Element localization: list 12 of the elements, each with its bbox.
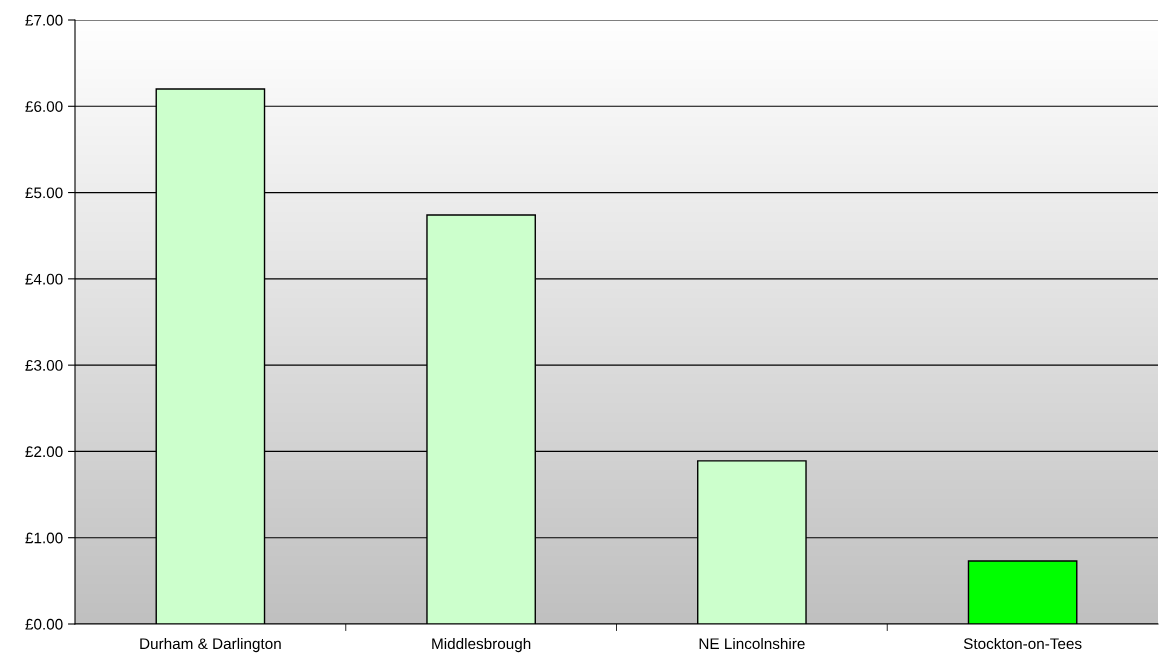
y-tick-label: £2.00 <box>25 446 63 458</box>
x-tick-label: NE Lincolnshire <box>699 637 805 650</box>
x-tick-label: Middlesbrough <box>432 637 531 653</box>
y-tick-label: £5.00 <box>25 187 63 199</box>
y-tick-label: £3.00 <box>25 360 63 371</box>
y-tick-label: £7.00 <box>25 14 63 26</box>
y-tick-label: £1.00 <box>25 532 63 544</box>
x-tick-label: Stockton-on-Tees <box>963 637 1082 650</box>
x-tick-label: Durham & Darlington <box>140 637 281 653</box>
y-tick-label: £0.00 <box>25 618 63 630</box>
y-tick-label: £4.00 <box>25 273 63 285</box>
y-tick-label: £6.00 <box>25 101 63 112</box>
